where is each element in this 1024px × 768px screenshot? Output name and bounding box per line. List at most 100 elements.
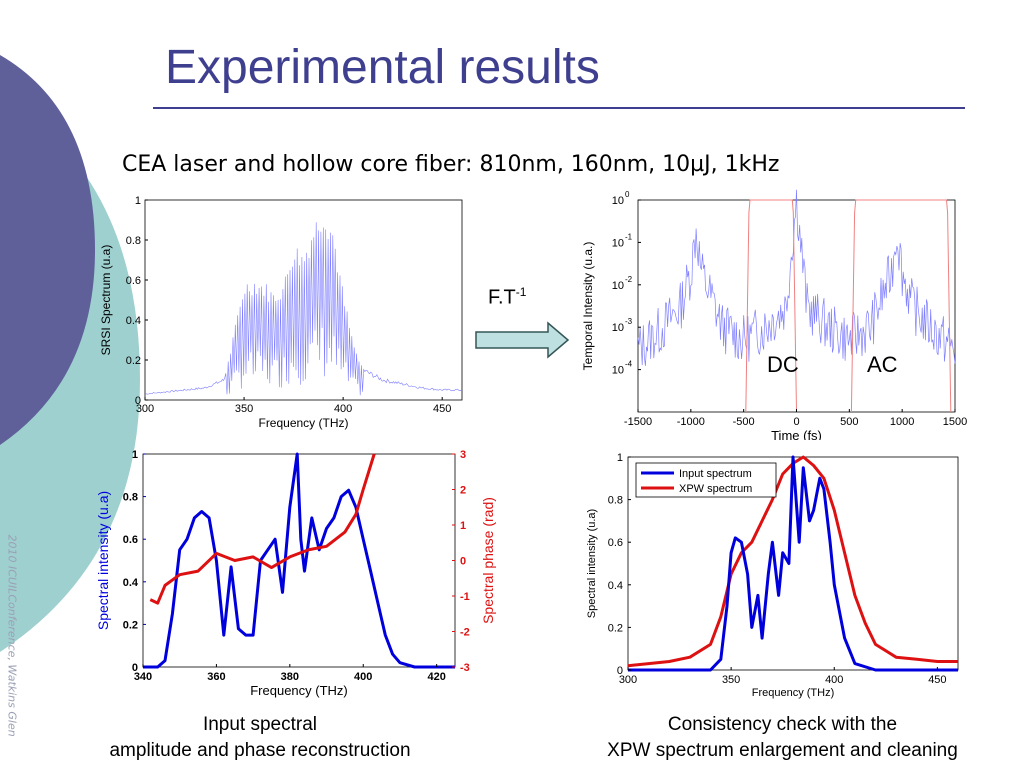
y-tick-label: 0.8 bbox=[123, 492, 138, 504]
purple-decor bbox=[0, 55, 95, 445]
y-tick-label: 0.2 bbox=[126, 355, 141, 367]
title-rule bbox=[153, 107, 965, 109]
x-tick-label: 350 bbox=[235, 403, 253, 415]
y-tick-label: 0.6 bbox=[123, 534, 138, 546]
x-axis-label: Frequency (THz) bbox=[250, 683, 348, 698]
x-tick-label: 420 bbox=[427, 671, 445, 683]
ft-arrow-shape bbox=[475, 321, 570, 359]
x-tick-label: -1500 bbox=[624, 416, 652, 428]
ac-label: AC bbox=[867, 352, 898, 377]
plot-frame bbox=[144, 199, 463, 401]
y-tick-label: 0.2 bbox=[608, 622, 623, 634]
caption-right-line1: Consistency check with the bbox=[667, 714, 898, 735]
chart-temporal-intensity: -1500 -1000 -500 0 500 1000 150010-410-310-210… bbox=[581, 189, 967, 440]
x-tick-label: 340 bbox=[134, 671, 152, 683]
input-spectrum-line bbox=[628, 455, 958, 672]
legend-box bbox=[635, 462, 777, 498]
x-tick-label: 450 bbox=[928, 674, 946, 686]
x-tick-label: 400 bbox=[334, 403, 352, 415]
decorative-shapes bbox=[0, 55, 140, 652]
srsi-spectrum-line bbox=[144, 222, 462, 396]
caption-right: Consistency check with the XPW spectrum … bbox=[580, 712, 985, 764]
y2-tick-label: -1 bbox=[460, 591, 470, 603]
legend-label-input: Input spectrum bbox=[679, 468, 752, 480]
y-tick-label: 0 bbox=[132, 662, 138, 674]
legend-label-xpw: XPW spectrum bbox=[679, 483, 752, 495]
y2-axis-label: Spectral phase (rad) bbox=[480, 497, 496, 624]
y2-tick-label: -3 bbox=[460, 662, 470, 674]
y-axis-label: SRSI Spectrum (u.a) bbox=[99, 245, 113, 356]
x-tick-label: 1000 bbox=[890, 416, 914, 428]
dc-label: DC bbox=[767, 352, 799, 377]
x-tick-label: 300 bbox=[136, 403, 154, 415]
y-tick-label: 10 bbox=[612, 280, 624, 292]
x-tick-label: 400 bbox=[354, 671, 372, 683]
slide-title: Experimental results bbox=[165, 41, 600, 94]
x-tick-label: 1500 bbox=[943, 416, 967, 428]
x-tick-label: 0 bbox=[793, 416, 799, 428]
y-tick-label: 0.4 bbox=[608, 580, 623, 592]
spectral-phase-line bbox=[149, 453, 376, 605]
x-axis-label: Frequency (THz) bbox=[752, 687, 835, 699]
y-tick-label: 1 bbox=[135, 195, 141, 207]
x-tick-label: 400 bbox=[825, 674, 843, 686]
temporal-intensity-line bbox=[637, 189, 956, 366]
y-tick-label: 10 bbox=[612, 365, 624, 377]
y2-tick-label: 2 bbox=[460, 485, 466, 497]
y-tick-label: 1 bbox=[132, 449, 138, 461]
y-tick-label: 0.2 bbox=[123, 619, 138, 631]
window-dc-line bbox=[745, 199, 797, 413]
chart-spectral-reconstruction: 340 360 380 400 420 0 0.2 0.4 0.6 0.8 1 -3 -2 -1 0 1 2 3 F… bbox=[95, 449, 496, 698]
y-tick-label: 0 bbox=[617, 665, 623, 677]
x-axis-label: Time (fs) bbox=[771, 428, 822, 440]
spectral-intensity-line bbox=[143, 452, 455, 669]
caption-left-line1: Input spectral bbox=[202, 714, 318, 735]
ft-label: F.T-1 bbox=[488, 285, 526, 310]
y-tick-label: 0 bbox=[135, 395, 141, 407]
ft-arrow bbox=[475, 321, 570, 359]
y-tick-exponent: -3 bbox=[625, 317, 633, 326]
window-ac-line bbox=[850, 199, 952, 413]
x-tick-label: -1000 bbox=[677, 416, 705, 428]
y2-tick-label: 1 bbox=[460, 520, 466, 532]
x-tick-label: 450 bbox=[433, 403, 451, 415]
y2-tick-label: 0 bbox=[460, 556, 466, 568]
x-tick-label: 380 bbox=[281, 671, 299, 683]
plot-frame bbox=[637, 199, 956, 413]
y-tick-exponent: -2 bbox=[625, 275, 633, 284]
x-tick-label: 360 bbox=[207, 671, 225, 683]
side-text: 2010 ICUILConference, Watkins Glen bbox=[5, 534, 19, 737]
y-tick-exponent: 0 bbox=[625, 190, 630, 199]
caption-left-line2: amplitude and phase reconstruction bbox=[109, 740, 411, 761]
y-tick-label: 0.6 bbox=[126, 275, 141, 287]
caption-left: Input spectral amplitude and phase recon… bbox=[60, 712, 460, 764]
x-axis-label: Frequency (THz) bbox=[258, 416, 348, 430]
subtitle: CEA laser and hollow core fiber: 810nm, … bbox=[122, 152, 780, 177]
y-axis-label: Temporal Intensity (u.a.) bbox=[581, 242, 595, 371]
y-tick-label: 0.8 bbox=[126, 235, 141, 247]
y-tick-label: 0.6 bbox=[608, 537, 623, 549]
y-axis-label: Spectral intensity (u.a) bbox=[95, 491, 111, 630]
y-tick-label: 0.4 bbox=[123, 577, 139, 589]
x-tick-label: 300 bbox=[619, 674, 637, 686]
chart-srsi-spectrum: 300 350 400 450 0 0.2 0.4 0.6 0.8 1 Frequency (THz… bbox=[99, 195, 463, 430]
chart-xpw-consistency: Input spectrum XPW spectrum 300 350 400 450 0 0… bbox=[586, 452, 959, 699]
y-tick-label: 0.8 bbox=[608, 495, 623, 507]
x-tick-label: 350 bbox=[722, 674, 740, 686]
y2-tick-label: 3 bbox=[460, 449, 466, 461]
y-tick-label: 10 bbox=[612, 195, 624, 207]
y-tick-label: 0.4 bbox=[126, 315, 141, 327]
y-tick-exponent: -4 bbox=[625, 360, 633, 369]
y-axis-label: Spectral intensity (u.a) bbox=[586, 509, 598, 618]
y2-tick-label: -2 bbox=[460, 627, 470, 639]
y-tick-label: 10 bbox=[612, 237, 624, 249]
y-tick-label: 10 bbox=[612, 322, 624, 334]
y-tick-label: 1 bbox=[617, 452, 623, 464]
teal-bar bbox=[0, 425, 112, 437]
y-tick-exponent: -1 bbox=[625, 232, 633, 241]
ft-label-text: F.T bbox=[488, 286, 516, 309]
caption-right-line2: XPW spectrum enlargement and cleaning bbox=[607, 740, 958, 761]
x-tick-label: 500 bbox=[840, 416, 858, 428]
x-tick-label: -500 bbox=[733, 416, 755, 428]
ft-label-exponent: -1 bbox=[515, 285, 527, 299]
